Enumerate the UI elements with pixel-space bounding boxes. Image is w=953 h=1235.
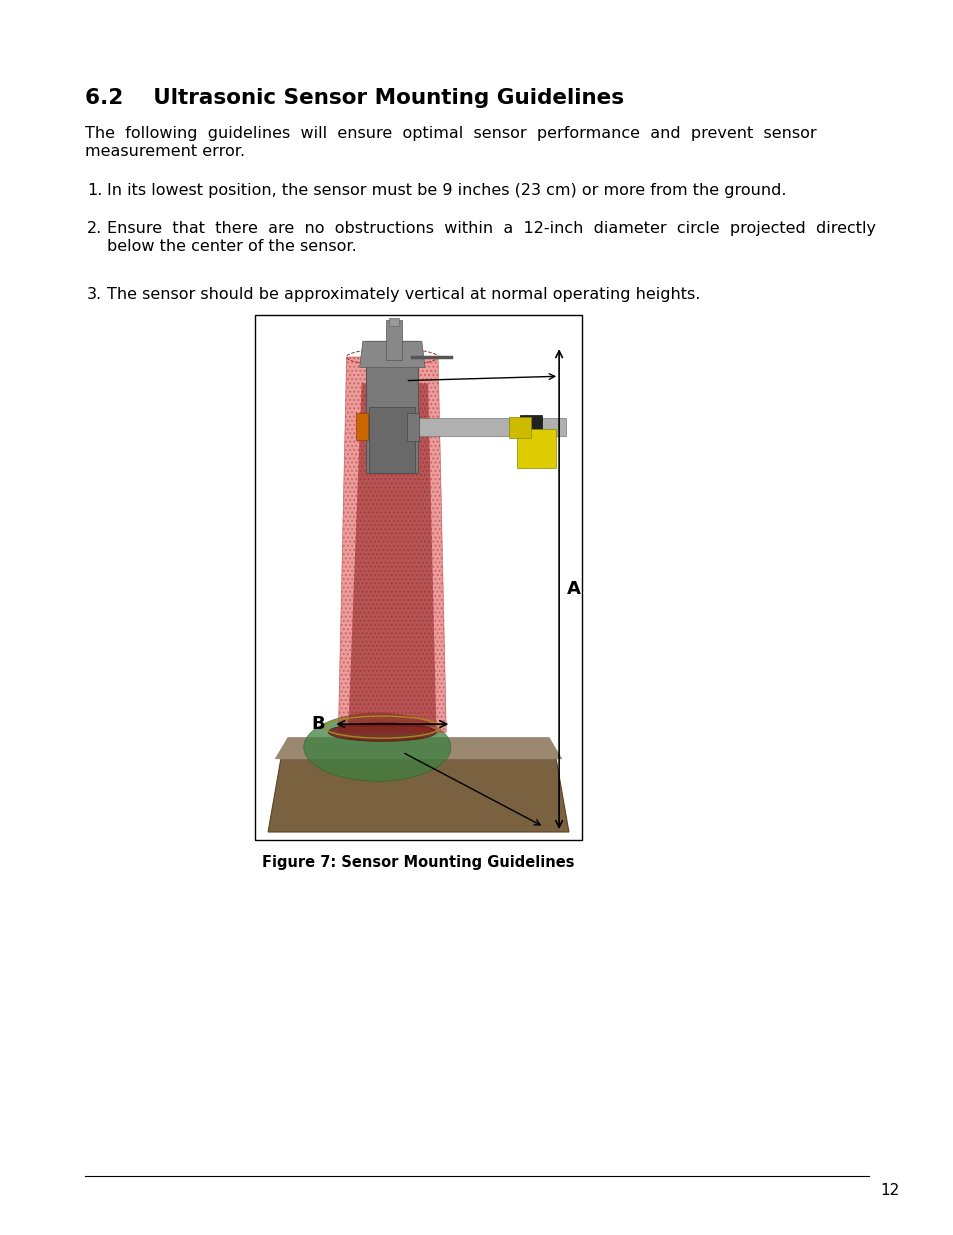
Text: Ensure  that  there  are  no  obstructions  within  a  12-inch  diameter  circle: Ensure that there are no obstructions wi… [107,221,875,236]
Bar [508,416,531,437]
Text: A: A [566,580,580,598]
Ellipse shape [303,713,451,782]
Ellipse shape [328,722,436,741]
Text: The sensor should be approximately vertical at normal operating heights.: The sensor should be approximately verti… [107,287,700,303]
Text: 6.2    Ultrasonic Sensor Mounting Guidelines: 6.2 Ultrasonic Sensor Mounting Guideline… [85,88,623,107]
Text: below the center of the sensor.: below the center of the sensor. [107,240,356,254]
Bar [366,341,418,473]
Polygon shape [359,341,425,368]
Bar [517,429,556,468]
Polygon shape [274,737,561,760]
Bar [254,315,581,840]
Text: The  following  guidelines  will  ensure  optimal  sensor  performance  and  pre: The following guidelines will ensure opt… [85,126,816,141]
Text: measurement error.: measurement error. [85,144,245,159]
Text: In its lowest position, the sensor must be 9 inches (23 cm) or more from the gro: In its lowest position, the sensor must … [107,183,785,198]
Text: 3.: 3. [87,287,102,303]
Bar [369,406,415,473]
Text: Figure 7: Sensor Mounting Guidelines: Figure 7: Sensor Mounting Guidelines [262,855,574,869]
Text: 2.: 2. [87,221,102,236]
Polygon shape [268,757,568,832]
Bar [385,320,402,359]
Bar [389,317,398,326]
Polygon shape [338,357,446,732]
Bar [519,415,541,438]
Text: B: B [311,715,325,734]
Bar [407,412,418,441]
Text: 1.: 1. [87,183,102,198]
Text: 12: 12 [879,1183,899,1198]
Bar [356,414,368,440]
Polygon shape [348,383,436,727]
Bar [412,417,565,436]
